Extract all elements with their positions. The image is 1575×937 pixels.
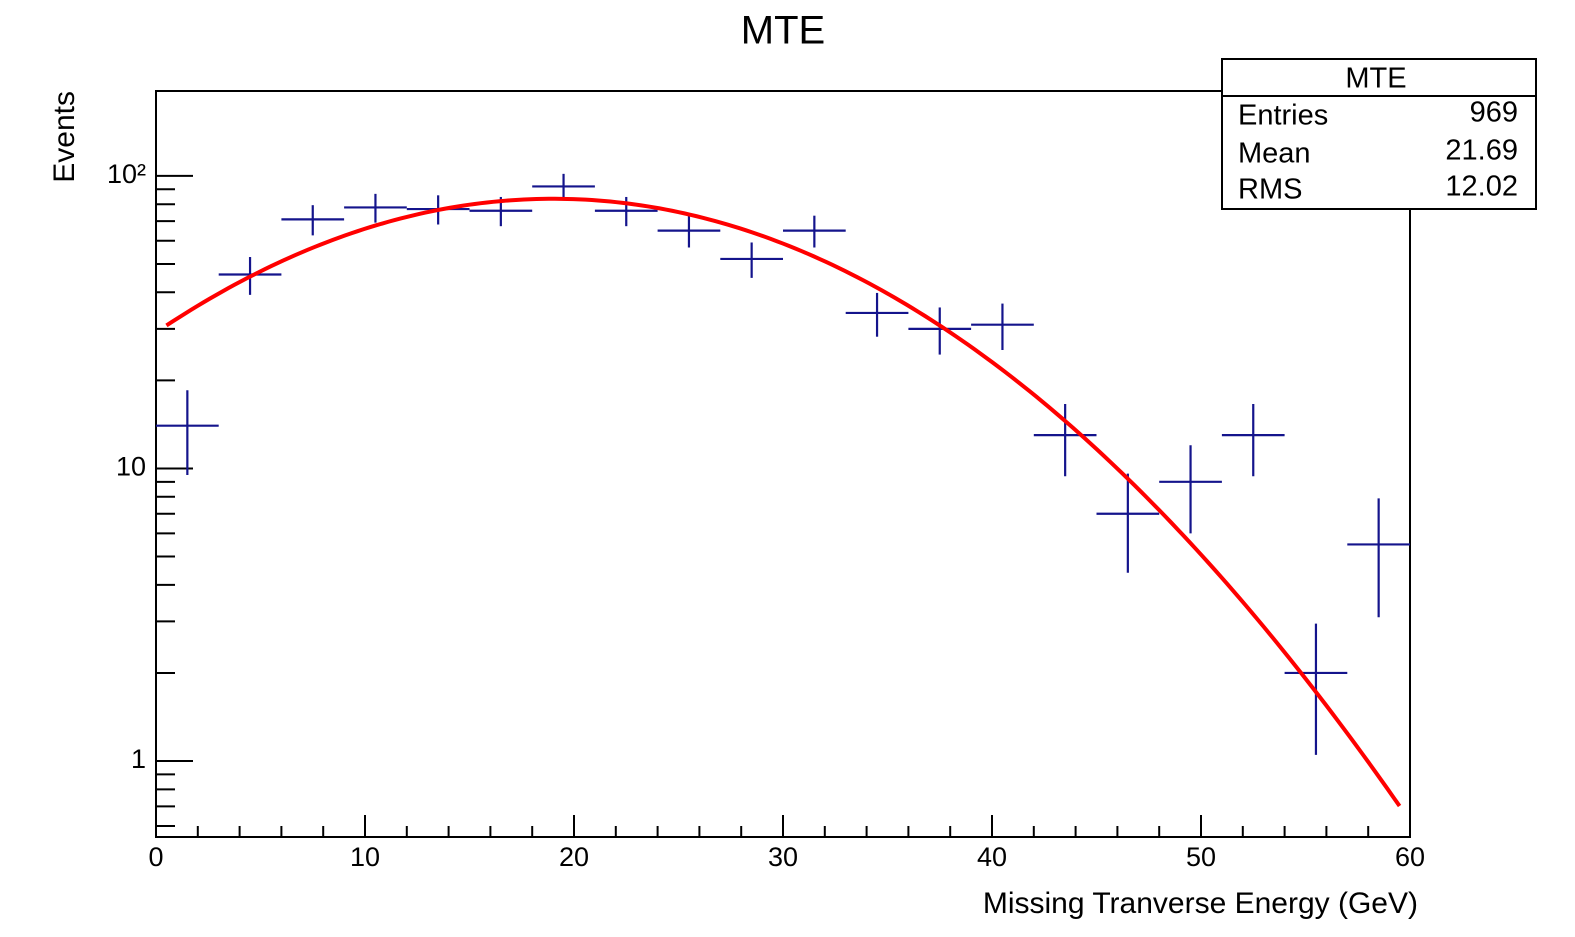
- x-tick-label: 60: [1395, 842, 1425, 872]
- stats-value: 969: [1470, 97, 1518, 129]
- x-tick-label: 30: [768, 842, 798, 872]
- stats-value: 21.69: [1445, 135, 1518, 167]
- stats-key: Mean: [1238, 138, 1311, 170]
- y-axis-label: Events: [48, 91, 81, 183]
- chart-title: MTE: [741, 9, 825, 53]
- stats-key: Entries: [1238, 100, 1328, 132]
- x-tick-label: 20: [559, 842, 589, 872]
- fit-curve: [165, 196, 1402, 808]
- stats-box: MTE Entries 969 Mean 21.69 RMS 12.02: [1221, 58, 1537, 210]
- x-tick-label: 0: [148, 842, 163, 872]
- stats-title: MTE: [1345, 63, 1406, 95]
- stats-key: RMS: [1238, 174, 1302, 206]
- y-tick-label: 1: [131, 744, 146, 774]
- y-tick-label: 10²: [107, 159, 146, 189]
- x-tick-label: 50: [1186, 842, 1216, 872]
- x-tick-label: 40: [977, 842, 1007, 872]
- x-tick-label: 10: [350, 842, 380, 872]
- y-tick-label: 10: [116, 452, 146, 482]
- stats-frame: [1221, 58, 1537, 210]
- stats-value: 12.02: [1445, 171, 1518, 203]
- x-axis-label: Missing Tranverse Energy (GeV): [983, 887, 1418, 920]
